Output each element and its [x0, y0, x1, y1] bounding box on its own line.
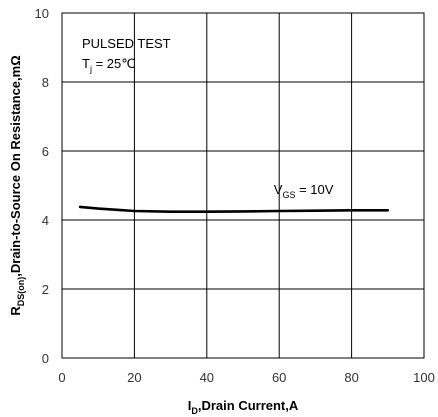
y-axis-title-rest: ,Drain-to-Source On Resistance,mΩ: [8, 55, 23, 276]
plot-frame: [61, 12, 425, 359]
y-axis-title-main: R: [8, 306, 23, 316]
x-tick-label: 20: [127, 370, 141, 385]
y-axis-title: RDS(on),Drain-to-Source On Resistance,mΩ: [8, 55, 26, 315]
y-tick-label: 0: [42, 351, 49, 366]
y-tick-label: 2: [42, 282, 49, 297]
annotation-vgs: VGS = 10V: [274, 182, 334, 200]
annotation-vgs-sub: GS: [282, 190, 295, 200]
series-line-0: [78, 205, 390, 213]
x-axis-title: ID,Drain Current,A: [188, 398, 299, 416]
x-axis-title-rest: ,Drain Current,A: [198, 398, 299, 413]
x-tick-label: 60: [272, 370, 286, 385]
annotation-pulsed-test: PULSED TEST: [82, 36, 171, 51]
x-tick-label: 80: [344, 370, 358, 385]
y-axis-title-sub: DS(on): [16, 277, 26, 307]
x-axis-title-main: I: [188, 398, 192, 413]
y-tick-label: 8: [42, 75, 49, 90]
x-tick-label: 0: [58, 370, 65, 385]
annotation-tj-main: T: [82, 56, 90, 71]
annotation-tj-sub: j: [89, 64, 92, 74]
y-tick-label: 6: [42, 144, 49, 159]
tick-labels: 0 20 40 60 80 100 0 2 4 6 8 10: [35, 6, 435, 385]
series-lines: [78, 205, 390, 213]
annotation-junction-temp: Tj = 25℃: [82, 56, 136, 74]
x-tick-label: 100: [413, 370, 435, 385]
y-tick-label: 10: [35, 6, 49, 21]
annotation-vgs-rest: = 10V: [295, 182, 333, 197]
grid: [62, 13, 424, 358]
annotation-tj-rest: = 25℃: [92, 56, 136, 71]
x-axis-title-sub: D: [191, 406, 198, 416]
annotation-vgs-main: V: [274, 182, 283, 197]
x-tick-label: 40: [200, 370, 214, 385]
y-tick-label: 4: [42, 213, 49, 228]
